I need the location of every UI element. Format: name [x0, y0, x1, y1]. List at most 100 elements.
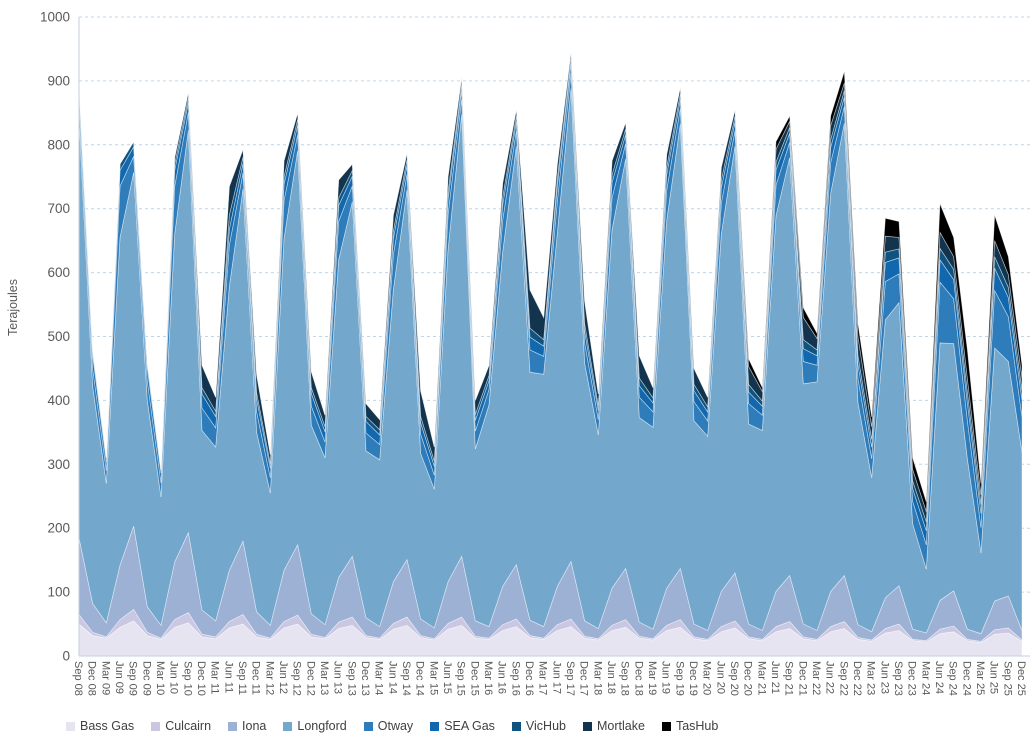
x-tick-label: Sep 20	[728, 661, 740, 696]
x-tick-label: Jun 20	[714, 661, 726, 694]
legend-label: Culcairn	[165, 719, 212, 733]
legend-item: TasHub	[661, 719, 719, 733]
y-tick-label: 500	[47, 329, 70, 344]
legend-item: Bass Gas	[66, 719, 134, 733]
x-tick-label: Mar 17	[537, 661, 549, 695]
x-tick-label: Dec 19	[687, 661, 699, 696]
legend-swatch	[151, 721, 161, 731]
legend-swatch	[228, 721, 238, 731]
legend-item: Longford	[283, 719, 347, 733]
y-axis-title: Terajoules	[6, 279, 20, 336]
x-tick-label: Jun 12	[277, 661, 289, 694]
y-tick-label: 700	[47, 201, 70, 216]
legend-label: Mortlake	[597, 719, 645, 733]
x-tick-label: Dec 12	[304, 661, 316, 696]
y-tick-label: 800	[47, 137, 70, 152]
y-tick-label: 900	[47, 73, 70, 88]
x-tick-label: Sep 09	[127, 661, 139, 696]
x-tick-label: Sep 17	[564, 661, 576, 696]
x-tick-label: Dec 14	[414, 661, 426, 696]
legend-swatch	[363, 721, 373, 731]
legend-label: VicHub	[525, 719, 566, 733]
legend-label: TasHub	[675, 719, 719, 733]
area-series-group	[78, 52, 1023, 657]
x-tick-label: Mar 23	[865, 661, 877, 695]
x-tick-label: Sep 11	[236, 661, 248, 695]
x-tick-label: Jun 21	[769, 661, 781, 694]
axes	[78, 17, 1030, 657]
x-tick-label: Mar 11	[209, 661, 221, 694]
legend-label: Longford	[297, 719, 347, 733]
legend-item: Otway	[363, 719, 414, 733]
x-tick-label: Jun 09	[113, 661, 125, 694]
area-series-tashub	[78, 52, 1023, 512]
y-tick-label: 300	[47, 457, 70, 472]
x-tick-label: Sep 14	[400, 661, 412, 696]
x-tick-label: Sep 19	[673, 661, 685, 696]
y-tick-label: 100	[47, 585, 70, 600]
legend-item: SEA Gas	[430, 719, 495, 733]
x-tick-label: Jun 18	[605, 661, 617, 694]
legend-swatch	[430, 721, 440, 731]
y-tick-label: 200	[47, 521, 70, 536]
x-tick-label: Sep 16	[509, 661, 521, 696]
x-tick-label: Dec 24	[960, 661, 972, 696]
legend-swatch	[66, 721, 75, 731]
x-tick-label: Jun 10	[168, 661, 180, 694]
legend-swatch	[283, 721, 293, 731]
x-tick-label: Sep 23	[892, 661, 904, 696]
legend-label: SEA Gas	[444, 719, 495, 733]
x-tick-label: Dec 08	[86, 661, 98, 696]
x-tick-label: Dec 25	[1015, 661, 1027, 696]
legend-swatch	[661, 721, 671, 731]
x-tick-label: Jun 22	[824, 661, 836, 694]
legend-item: Culcairn	[151, 719, 211, 733]
x-tick-label: Dec 15	[468, 661, 480, 696]
x-tick-label: Sep 13	[345, 661, 357, 696]
x-tick-label: Dec 09	[140, 661, 152, 696]
x-tick-label: Mar 15	[427, 661, 439, 695]
x-tick-label: Mar 22	[810, 661, 822, 695]
legend-swatch	[583, 721, 592, 731]
legend-label: Iona	[242, 719, 267, 733]
x-tick-label: Dec 20	[742, 661, 754, 696]
x-tick-label: Dec 23	[906, 661, 918, 696]
x-tick-label: Jun 23	[878, 661, 890, 694]
x-tick-label: Sep 10	[181, 661, 193, 696]
x-tick-label: Mar 18	[591, 661, 603, 695]
y-tick-label: 600	[47, 265, 70, 280]
legend-swatch	[511, 721, 521, 731]
x-tick-label: Sep 24	[947, 661, 959, 696]
x-tick-label: Sep 12	[291, 661, 303, 696]
legend-label: Bass Gas	[80, 719, 135, 733]
y-tick-labels: 0 100 200 300 400 500 600 700 800 900 1000	[40, 10, 70, 664]
x-tick-label: Mar 24	[919, 661, 931, 695]
x-tick-label: Sep 08	[72, 661, 84, 696]
x-tick-label: Jun 13	[332, 661, 344, 694]
y-tick-label: 0	[62, 649, 70, 664]
x-tick-label: Dec 22	[851, 661, 863, 696]
x-tick-label: Mar 10	[154, 661, 166, 695]
y-tick-label: 1000	[40, 10, 70, 25]
x-tick-label: Sep 25	[1001, 661, 1013, 696]
x-tick-label: Mar 12	[263, 661, 275, 695]
x-tick-label: Jun 14	[386, 661, 398, 694]
legend-item: Mortlake	[583, 719, 645, 733]
legend-label: Otway	[377, 719, 414, 733]
x-tick-label: Dec 17	[578, 661, 590, 696]
x-tick-label: Jun 24	[933, 661, 945, 694]
chart-legend: Bass Gas Culcairn Iona Longford Otway SEA Gas…	[66, 719, 718, 733]
x-tick-label: Jun 11	[222, 661, 234, 693]
legend-item: Iona	[228, 719, 266, 733]
x-tick-label: Dec 10	[195, 661, 207, 696]
x-tick-label: Dec 16	[523, 661, 535, 696]
x-tick-label: Mar 19	[646, 661, 658, 695]
legend-item: VicHub	[511, 719, 566, 733]
x-tick-label: Dec 11	[250, 661, 262, 695]
x-tick-label: Sep 15	[455, 661, 467, 696]
x-tick-label: Jun 15	[441, 661, 453, 694]
x-tick-label: Jun 17	[550, 661, 562, 694]
x-tick-label: Jun 19	[660, 661, 672, 694]
